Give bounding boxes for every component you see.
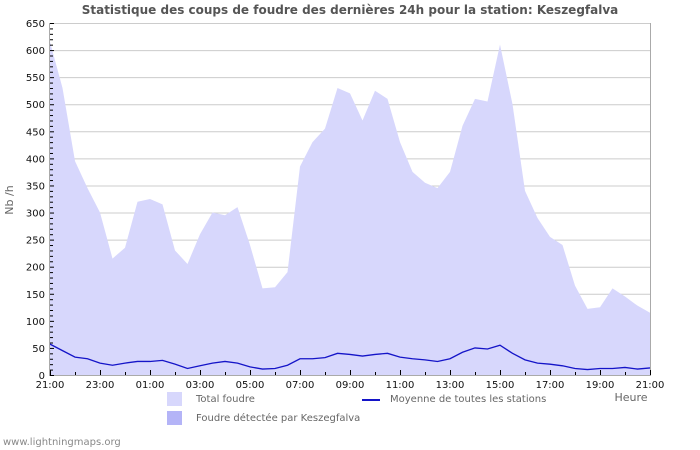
svg-text:100: 100 [26,317,45,328]
svg-text:200: 200 [26,263,45,274]
svg-text:150: 150 [26,290,45,301]
svg-text:05:00: 05:00 [236,380,265,391]
svg-text:400: 400 [26,154,45,165]
svg-text:450: 450 [26,127,45,138]
svg-text:13:00: 13:00 [436,380,465,391]
svg-text:50: 50 [32,344,45,355]
svg-text:21:00: 21:00 [36,380,65,391]
y-axis-label: Nb /h [3,185,16,214]
average-line [49,343,651,371]
legend-station: Foudre détectée par Keszegfalva [167,411,360,425]
svg-text:03:00: 03:00 [186,380,215,391]
svg-text:01:00: 01:00 [136,380,165,391]
total-foudre-area [50,41,650,375]
svg-text:09:00: 09:00 [336,380,365,391]
footer-link[interactable]: www.lightningmaps.org [3,437,121,448]
legend-total: Total foudre [167,392,255,406]
svg-text:15:00: 15:00 [486,380,515,391]
svg-text:500: 500 [26,100,45,111]
x-axis-label: Heure [614,391,647,404]
legend-average: Moyenne de toutes les stations [362,394,546,405]
legend-average-swatch [362,398,380,401]
svg-text:300: 300 [26,209,45,220]
svg-text:0: 0 [39,371,45,382]
legend-total-label: Total foudre [196,393,255,405]
svg-text:23:00: 23:00 [86,380,115,391]
axes: 0 50 100 150 200 250 300 350 400 450 500 550 600 650 2… [26,19,665,391]
svg-text:350: 350 [26,181,45,192]
chart-title: Statistique des coups de foudre des dern… [81,3,619,17]
svg-text:07:00: 07:00 [286,380,315,391]
svg-text:17:00: 17:00 [536,380,565,391]
svg-text:11:00: 11:00 [386,380,415,391]
legend-station-swatch [167,411,182,425]
svg-text:21:00: 21:00 [636,380,665,391]
legend-average-label: Moyenne de toutes les stations [390,394,547,405]
svg-text:650: 650 [26,19,45,30]
svg-text:19:00: 19:00 [586,380,615,391]
svg-text:550: 550 [26,73,45,84]
legend-total-swatch [167,392,182,406]
legend-station-label: Foudre détectée par Keszegfalva [196,412,361,424]
svg-text:600: 600 [26,46,45,57]
svg-text:250: 250 [26,236,45,247]
